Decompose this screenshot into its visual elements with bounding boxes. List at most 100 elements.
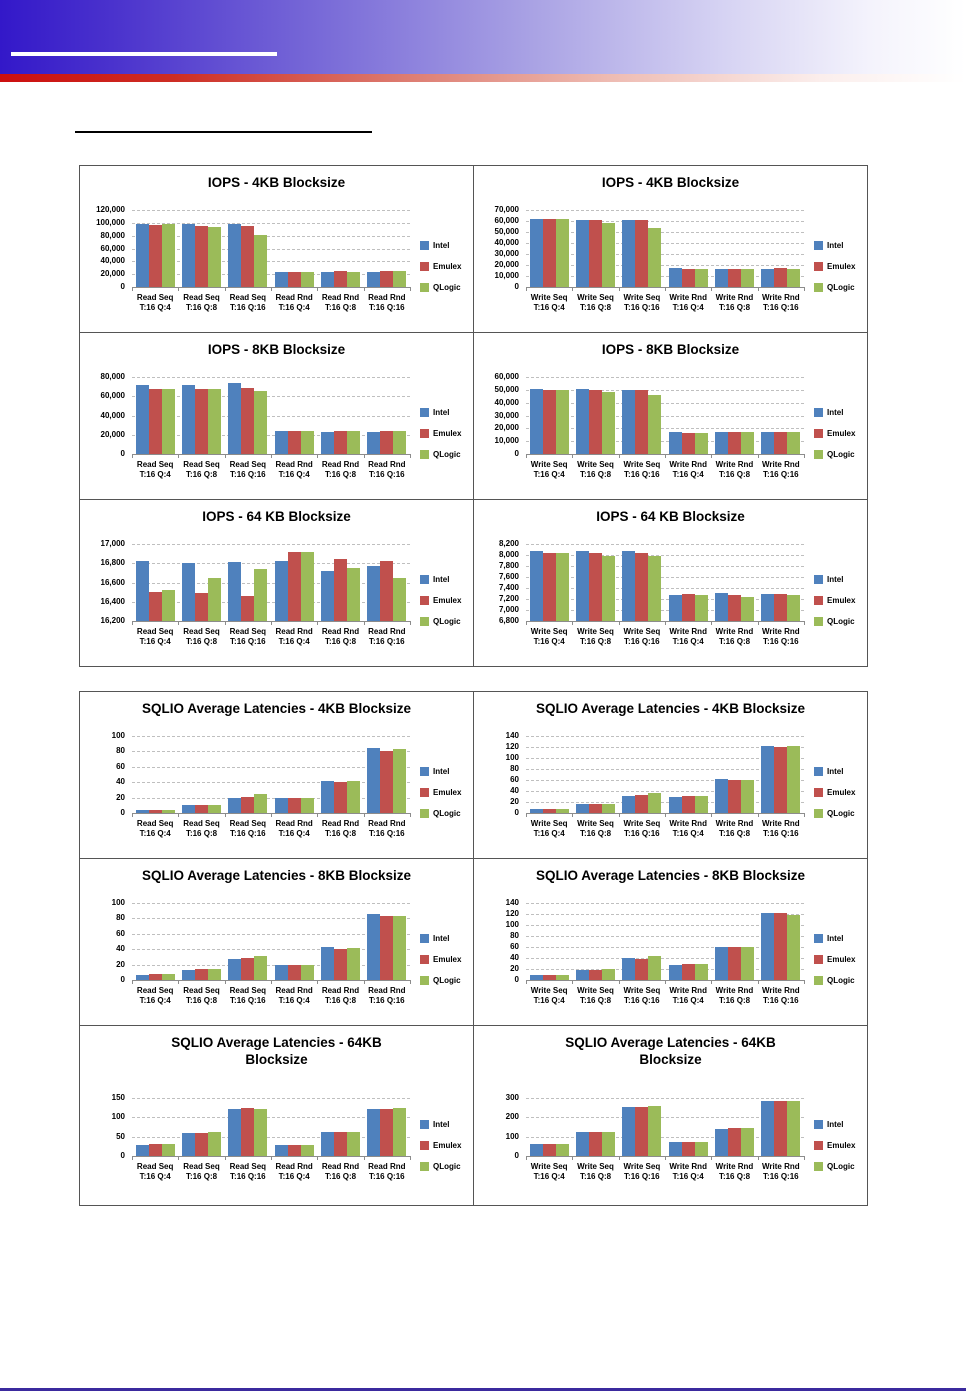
x-axis-tickmark [526, 980, 527, 984]
bar-emulex [287, 797, 301, 813]
x-axis-tickmark [178, 813, 180, 817]
legend-marker-icon [814, 934, 823, 943]
y-gridline [526, 276, 804, 277]
legend-marker-icon [814, 241, 823, 250]
legend-label: QLogic [433, 283, 461, 292]
bar-intel [576, 389, 589, 454]
x-axis-tickmark [618, 287, 620, 291]
bar-intel [367, 1108, 381, 1156]
bar-emulex [334, 949, 347, 980]
bar-intel [367, 271, 381, 287]
y-axis-tick-label: 50,000 [494, 384, 519, 394]
bar-emulex [635, 795, 649, 813]
x-category-label-line2: T:16 Q:8 [718, 1172, 751, 1181]
y-axis-tick-label: 100 [505, 920, 519, 929]
x-category-label-line2: T:16 Q:8 [185, 303, 218, 312]
x-axis-tickmark [618, 454, 620, 458]
legend-marker-icon [420, 809, 429, 818]
legend-item-emulex: Emulex [420, 788, 461, 798]
y-gridline [132, 248, 410, 250]
legend-label: Emulex [827, 788, 856, 797]
x-category-label-line2: T:16 Q:8 [579, 996, 612, 1005]
y-axis-tick-label: 0 [120, 975, 125, 984]
bar-qlogic [346, 430, 360, 454]
y-axis-tick-label: 0 [120, 808, 125, 817]
iops-charts-grid: IOPS - 4KB Blocksize 0 20,000 40,000 60,000 8… [79, 165, 868, 667]
y-axis-tick-label: 60 [510, 942, 519, 951]
bar-emulex [728, 947, 741, 980]
x-axis-tickmark [711, 454, 713, 458]
bar-qlogic [254, 391, 268, 454]
y-axis-tick-label: 80 [510, 764, 519, 773]
x-category-label-line1: Read Seq [136, 1162, 174, 1171]
bar-intel [274, 964, 288, 980]
legend-marker-icon [420, 450, 429, 459]
y-axis-tick-label: 40 [510, 953, 519, 962]
y-gridline [132, 377, 410, 378]
legend-item-emulex: Emulex [420, 955, 461, 965]
x-axis-tickmark [757, 813, 759, 817]
bar-intel [228, 797, 242, 813]
x-category-label-line1: Write Seq [530, 627, 568, 636]
x-axis-tickmark [804, 1156, 805, 1160]
legend-label: QLogic [827, 617, 855, 626]
bar-emulex [681, 594, 695, 621]
bar-emulex [681, 268, 695, 287]
y-axis-tick-label: 0 [120, 449, 125, 458]
x-category-label-line2: T:16 Q:4 [139, 829, 171, 838]
y-axis-tick-label: 0 [514, 808, 519, 817]
x-axis-tickmark [132, 621, 133, 625]
legend-label: QLogic [827, 976, 855, 985]
x-category-label-line2: T:16 Q:4 [533, 637, 565, 646]
chart-title: SQLIO Average Latencies - 4KB Blocksize [80, 700, 473, 717]
legend-marker-icon [420, 934, 429, 943]
bar-qlogic [393, 1107, 407, 1156]
x-axis-tickmark [665, 287, 666, 291]
bar-qlogic [740, 268, 754, 287]
y-gridline [526, 958, 804, 959]
legend-marker-icon [420, 767, 429, 776]
bar-intel [274, 797, 288, 813]
legend-marker-icon [420, 596, 429, 605]
y-axis-tick-label: 0 [514, 282, 519, 291]
bar-qlogic [207, 577, 221, 621]
x-axis-tickmark [618, 980, 620, 984]
x-category-label: Write Seq T:16 Q:4 [517, 293, 581, 313]
x-category-label-line1: Read Seq [229, 986, 267, 995]
x-category-label-line1: Write Seq [623, 986, 661, 995]
x-category-label-line2: T:16 Q:4 [672, 996, 704, 1005]
y-axis-tick-label: 60 [116, 761, 125, 771]
x-category-label-line2: T:16 Q:8 [185, 996, 218, 1005]
y-axis-tick-label: 40 [116, 944, 125, 954]
legend-label: QLogic [433, 976, 461, 985]
x-category-label: Write Seq T:16 Q:8 [564, 819, 628, 839]
x-axis-tickmark [317, 621, 319, 625]
x-axis-tickmark [317, 1156, 319, 1160]
x-category-label-line2: T:16 Q:16 [369, 303, 405, 312]
legend-label: Intel [433, 575, 450, 584]
x-category-label-line2: T:16 Q:8 [185, 470, 218, 479]
x-category-label-line1: Read Rnd [368, 986, 406, 995]
bar-emulex [241, 957, 255, 980]
bar-emulex [287, 964, 301, 980]
y-gridline [132, 261, 410, 263]
y-axis-tick-label: 20 [116, 959, 125, 969]
chart-10-cell: SQLIO Average Latencies - 8KB Blocksize 0… [474, 859, 868, 1026]
y-axis-tick-label: 40 [510, 786, 519, 795]
legend-label: QLogic [827, 809, 855, 818]
bar-emulex [195, 969, 208, 980]
y-gridline [132, 274, 410, 276]
bar-qlogic [346, 1132, 360, 1156]
bar-qlogic [393, 430, 407, 454]
legend-label: Emulex [433, 262, 462, 271]
x-category-label-line1: Write Seq [577, 627, 614, 636]
y-axis-tick-label: 0 [514, 1151, 519, 1160]
x-axis-tickmark [410, 980, 411, 984]
x-category-label: Write Seq T:16 Q:4 [517, 1162, 581, 1182]
x-category-label: Read Seq T:16 Q:8 [170, 986, 234, 1006]
x-category-label-line1: Read Seq [183, 460, 220, 469]
x-category-label-line2: T:16 Q:16 [369, 470, 405, 479]
x-category-label-line1: Write Seq [577, 819, 614, 828]
x-category-label-line1: Read Seq [136, 819, 174, 828]
legend-item-intel: Intel [814, 408, 855, 418]
